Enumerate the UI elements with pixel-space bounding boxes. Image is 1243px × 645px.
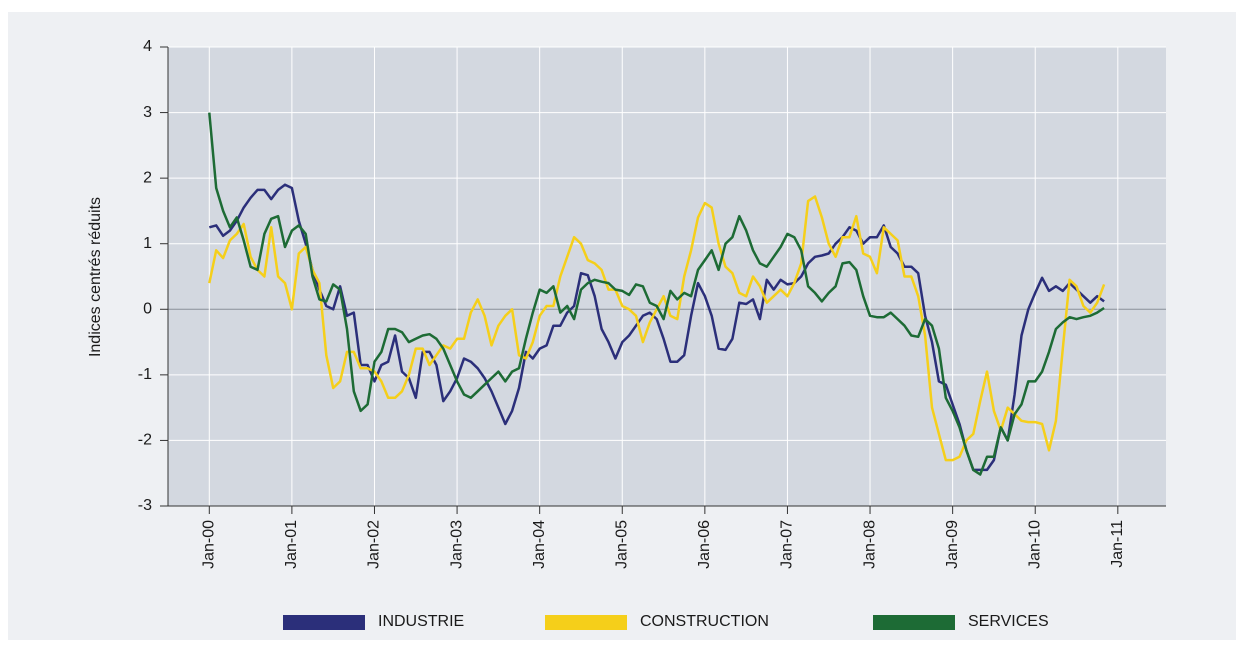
plot-area — [168, 47, 1166, 506]
legend-label: CONSTRUCTION — [640, 613, 769, 630]
x-tick-label: Jan-01 — [283, 520, 300, 569]
y-tick-label: 2 — [143, 169, 152, 186]
legend-label: INDUSTRIE — [378, 613, 464, 630]
y-tick-label: 3 — [143, 104, 152, 121]
x-tick-label: Jan-03 — [448, 520, 465, 569]
y-tick-label: 1 — [143, 235, 152, 252]
series-line — [208, 183, 1105, 472]
y-axis-label: Indices centrés réduits — [87, 197, 104, 357]
x-tick-label: Jan-06 — [696, 520, 713, 569]
x-tick-label: Jan-08 — [861, 520, 878, 569]
legend-swatch — [873, 615, 955, 630]
x-tick-label: Jan-00 — [201, 520, 218, 569]
x-tick-label: Jan-02 — [366, 520, 383, 569]
x-tick-label: Jan-09 — [944, 520, 961, 569]
x-tick-label: Jan-05 — [613, 520, 630, 569]
y-tick-label: -2 — [138, 432, 152, 449]
series-line — [208, 195, 1106, 462]
y-tick-label: -1 — [138, 366, 152, 383]
legend-swatch — [283, 615, 365, 630]
legend-swatch — [545, 615, 627, 630]
y-tick-label: 4 — [143, 38, 152, 55]
y-tick-label: 0 — [143, 301, 152, 318]
x-tick-label: Jan-11 — [1109, 520, 1126, 568]
series-line — [208, 112, 1105, 476]
x-tick-label: Jan-10 — [1026, 520, 1043, 569]
x-tick-label: Jan-04 — [531, 520, 548, 569]
legend-label: SERVICES — [968, 613, 1049, 630]
x-tick-label: Jan-07 — [779, 520, 796, 569]
y-tick-label: -3 — [138, 497, 152, 514]
